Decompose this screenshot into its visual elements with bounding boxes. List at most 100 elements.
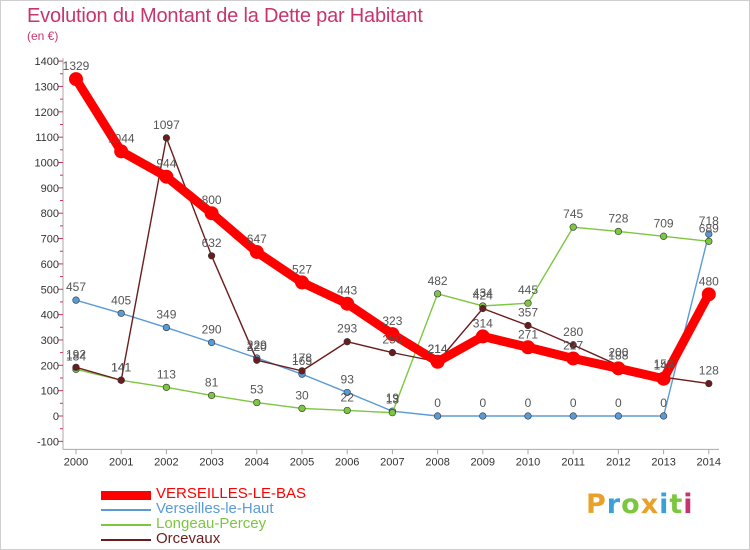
data-point: [340, 296, 355, 311]
data-label: 214: [428, 342, 448, 356]
data-point: [208, 252, 216, 260]
data-point: [614, 412, 623, 420]
data-label: 153: [654, 357, 674, 371]
legend-label: VERSEILLES-LE-BAS: [156, 485, 307, 502]
data-label: 728: [608, 211, 628, 225]
data-label: 1097: [153, 118, 180, 132]
data-point: [569, 412, 577, 420]
y-tick-label: 1400: [35, 56, 59, 68]
data-point: [656, 371, 671, 386]
x-tick-label: 2009: [471, 456, 495, 468]
y-tick-label: 400: [41, 310, 59, 322]
y-tick-label: -100: [37, 436, 59, 448]
data-label: 800: [202, 193, 222, 207]
data-point: [343, 388, 351, 397]
logo-letter: t: [669, 489, 684, 520]
data-label: 647: [247, 232, 267, 246]
logo-letter: r: [606, 489, 622, 520]
data-point: [343, 406, 351, 415]
data-point: [524, 412, 532, 420]
data-point: [524, 321, 532, 330]
x-tick-label: 2013: [651, 456, 675, 468]
data-point: [479, 412, 487, 420]
data-label: 323: [382, 314, 402, 328]
data-label: 527: [292, 262, 312, 276]
x-tick-label: 2011: [561, 456, 585, 468]
data-label: 13: [386, 393, 400, 407]
legend-swatch: [101, 509, 151, 511]
data-point: [117, 376, 125, 384]
data-label: 141: [111, 360, 131, 374]
data-point: [69, 72, 83, 87]
legend-swatch: [101, 539, 151, 541]
chart-title: Evolution du Montant de la Dette par Hab…: [27, 5, 423, 27]
data-point: [659, 232, 668, 240]
x-tick-label: 2008: [425, 456, 449, 468]
data-label: 30: [295, 388, 309, 402]
data-point: [705, 230, 713, 238]
data-label: 405: [111, 293, 131, 307]
data-point: [524, 299, 532, 307]
data-label: 1329: [63, 59, 90, 73]
data-label: 0: [525, 396, 532, 410]
data-point: [569, 223, 577, 231]
y-tick-label: 900: [41, 183, 59, 195]
x-tick-label: 2012: [606, 456, 630, 468]
data-point: [117, 309, 125, 317]
data-label: 220: [247, 340, 267, 354]
data-label: 141: [111, 360, 131, 374]
data-point: [475, 329, 490, 344]
x-tick-label: 2001: [109, 456, 133, 468]
data-label: 482: [428, 274, 448, 288]
y-tick-label: 800: [41, 208, 59, 220]
data-point: [253, 356, 261, 364]
data-label: 1044: [108, 131, 135, 145]
data-point: [162, 323, 170, 332]
y-tick-label: 1300: [35, 81, 59, 93]
data-label: 0: [615, 396, 622, 410]
data-label: 53: [250, 383, 264, 397]
logo-letter: P: [586, 489, 607, 520]
x-tick-label: 2014: [697, 456, 721, 468]
data-label: 0: [479, 396, 486, 410]
data-label: 689: [699, 221, 719, 235]
data-label: 81: [205, 375, 219, 389]
data-label: 314: [473, 316, 493, 330]
legend-swatch: [101, 491, 151, 500]
logo-letter: o: [621, 489, 641, 520]
data-point: [114, 144, 129, 159]
data-label: 22: [341, 390, 355, 404]
data-label: 290: [202, 322, 222, 336]
y-tick-label: 700: [41, 234, 59, 246]
data-point: [566, 351, 581, 366]
data-point: [385, 327, 400, 342]
logo-letter: x: [640, 489, 660, 520]
data-label: 349: [156, 308, 176, 322]
data-point: [614, 227, 623, 236]
y-tick-label: 1200: [35, 107, 59, 119]
x-tick-label: 2005: [290, 456, 314, 468]
data-label: 271: [518, 327, 538, 341]
legend-label: Longeau-Percey: [156, 515, 267, 532]
logo-letter: i: [683, 489, 694, 520]
data-label: 147: [654, 359, 674, 373]
data-point: [479, 304, 487, 313]
data-label: 0: [660, 396, 667, 410]
data-point: [208, 338, 216, 347]
x-tick-label: 2004: [245, 456, 269, 468]
y-tick-label: 600: [41, 259, 59, 271]
data-point: [611, 361, 626, 376]
data-point: [204, 206, 219, 221]
data-label: 113: [157, 367, 176, 381]
data-label: 745: [563, 207, 583, 221]
logo-letter: i: [659, 489, 670, 520]
data-point: [253, 398, 261, 407]
data-label: 229: [247, 338, 267, 352]
chart-unit: (en €): [27, 29, 59, 43]
x-tick-label: 2010: [516, 456, 540, 468]
data-point: [434, 412, 442, 420]
data-point: [208, 391, 216, 400]
data-label: 184: [66, 349, 86, 363]
data-label: 632: [202, 236, 222, 250]
y-tick-label: 500: [41, 284, 59, 296]
